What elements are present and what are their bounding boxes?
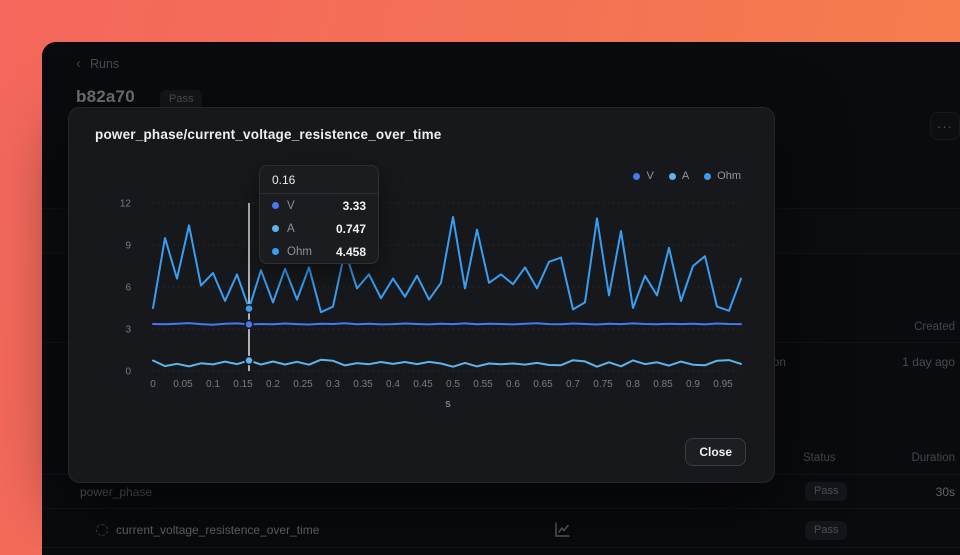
tooltip-series-label: Ohm — [287, 245, 312, 258]
legend-label: A — [681, 170, 690, 182]
tooltip-series-label: A — [287, 222, 295, 235]
legend-item-v[interactable]: V — [633, 170, 654, 182]
svg-text:0: 0 — [150, 379, 156, 390]
svg-text:0.25: 0.25 — [293, 379, 313, 390]
divider — [260, 193, 378, 194]
series-dot-icon — [272, 202, 279, 209]
legend-dot-icon — [704, 172, 712, 180]
tooltip-series-value: 0.747 — [335, 221, 366, 236]
svg-text:0.15: 0.15 — [233, 379, 253, 390]
svg-text:0: 0 — [125, 367, 131, 378]
chart-svg[interactable]: 0 3 6 9 12 0 0.05 0.1 0.15 0.2 0.25 0.3 0.35 0.4 0.45 0… — [69, 108, 776, 484]
modal-title: power_phase/current_voltage_resistence_o… — [95, 127, 442, 142]
tooltip-x-value: 0.16 — [272, 173, 296, 187]
legend-item-ohm[interactable]: Ohm — [704, 170, 741, 182]
svg-text:9: 9 — [125, 241, 131, 252]
svg-text:0.8: 0.8 — [626, 379, 640, 390]
svg-text:0.55: 0.55 — [473, 379, 493, 390]
svg-text:0.6: 0.6 — [506, 379, 520, 390]
svg-text:0.4: 0.4 — [386, 379, 400, 390]
chart-modal: power_phase/current_voltage_resistence_o… — [68, 107, 775, 483]
svg-text:0.85: 0.85 — [653, 379, 673, 390]
svg-text:0.95: 0.95 — [713, 379, 733, 390]
tooltip-row: A 0.747 — [260, 217, 378, 240]
legend-dot-icon — [668, 172, 676, 180]
svg-text:6: 6 — [125, 283, 131, 294]
svg-text:0.2: 0.2 — [266, 379, 280, 390]
svg-text:0.7: 0.7 — [566, 379, 580, 390]
svg-text:0.05: 0.05 — [173, 379, 193, 390]
tooltip-series-label: V — [287, 199, 295, 212]
tooltip-series-value: 4.458 — [335, 244, 366, 259]
tooltip-row: V 3.33 — [260, 194, 378, 217]
svg-text:0.3: 0.3 — [326, 379, 340, 390]
chart-tooltip: 0.16 V 3.33 A 0.747 Ohm 4.458 — [259, 165, 379, 264]
svg-text:0.1: 0.1 — [206, 379, 220, 390]
legend-label: Ohm — [717, 170, 741, 182]
svg-text:0.5: 0.5 — [446, 379, 460, 390]
series-dot-icon — [272, 248, 279, 255]
svg-text:3: 3 — [125, 325, 131, 336]
tooltip-series-value: 3.33 — [342, 198, 366, 213]
svg-text:0.65: 0.65 — [533, 379, 553, 390]
series-dot-icon — [272, 225, 279, 232]
svg-text:0.45: 0.45 — [413, 379, 433, 390]
svg-text:0.9: 0.9 — [686, 379, 700, 390]
svg-text:0.35: 0.35 — [353, 379, 373, 390]
svg-text:0.75: 0.75 — [593, 379, 613, 390]
chart-legend: V A Ohm — [633, 170, 741, 182]
legend-dot-icon — [633, 172, 641, 180]
legend-label: V — [646, 170, 654, 182]
svg-text:12: 12 — [120, 199, 132, 210]
close-button[interactable]: Close — [685, 438, 746, 466]
legend-item-a[interactable]: A — [668, 170, 690, 182]
tooltip-row: Ohm 4.458 — [260, 240, 378, 263]
svg-text:s: s — [445, 398, 451, 410]
